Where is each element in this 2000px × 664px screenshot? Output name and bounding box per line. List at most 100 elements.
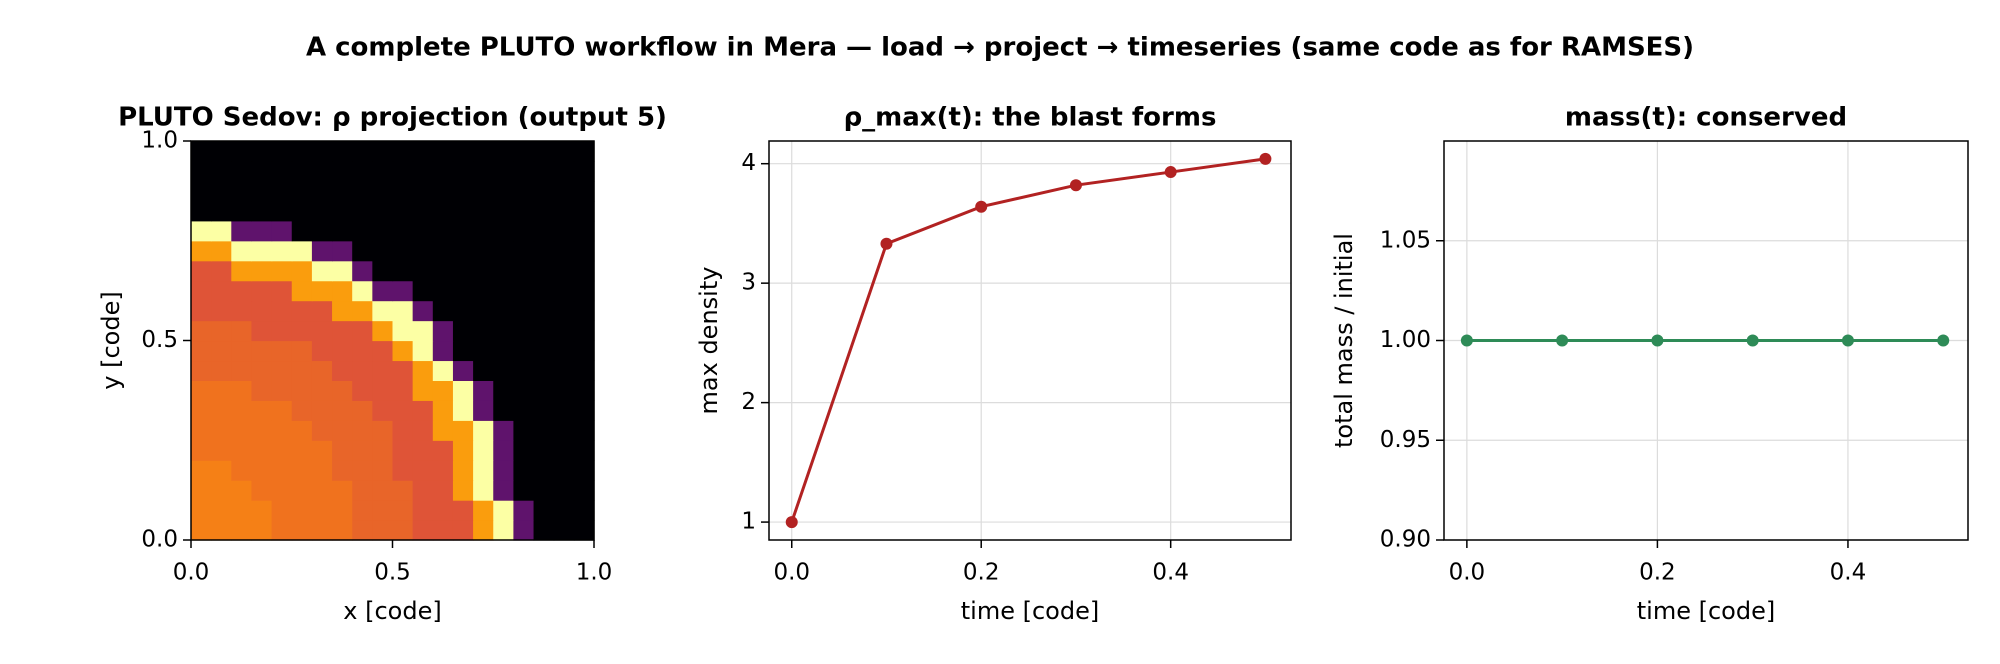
heatmap-cell <box>553 360 575 381</box>
heatmap-cell <box>271 220 293 242</box>
heatmap-cell <box>412 260 434 282</box>
heatmap-cell <box>251 260 273 282</box>
heatmap-cell <box>352 260 373 282</box>
heatmap-cell <box>372 420 394 441</box>
heatmap-cell <box>392 520 414 541</box>
heatmap-cell <box>533 480 555 501</box>
heatmap-cell <box>311 340 333 362</box>
heatmap-cell <box>553 420 575 441</box>
heatmap-cell <box>553 440 575 461</box>
data-point <box>1069 179 1082 192</box>
heatmap-cell <box>392 200 414 222</box>
heatmap-cell <box>291 300 313 322</box>
heatmap-cell <box>392 340 414 362</box>
heatmap-cell <box>372 220 394 242</box>
x-axis-label: time [code] <box>961 597 1099 625</box>
heatmap-cell <box>432 360 454 381</box>
heatmap-cell <box>573 141 595 162</box>
heatmap-cell <box>352 400 373 421</box>
heatmap-cell <box>392 420 414 441</box>
heatmap-cell <box>412 480 434 501</box>
heatmap-cell <box>452 141 474 162</box>
heatmap-cell <box>291 160 313 182</box>
heatmap-cell <box>311 260 333 282</box>
heatmap-cell <box>432 420 454 441</box>
heatmap-cell <box>493 240 514 262</box>
heatmap-cell <box>533 320 555 342</box>
heatmap-cell <box>392 400 414 421</box>
heatmap-cell <box>372 360 394 381</box>
heatmap-cell <box>473 380 494 401</box>
heatmap-cell <box>372 380 394 401</box>
heatmap-cell <box>392 141 414 162</box>
heatmap-cell <box>553 200 575 222</box>
heatmap-cell <box>291 220 313 242</box>
heatmap-cell <box>493 260 514 282</box>
heatmap-cell <box>432 480 454 501</box>
y-tick-label: 1.0 <box>141 128 178 154</box>
heatmap-cell <box>191 300 212 322</box>
heatmap-cell <box>332 280 353 302</box>
data-point <box>880 237 893 250</box>
heatmap-cell <box>332 440 353 461</box>
heatmap-cell <box>231 260 253 282</box>
heatmap-cell <box>332 220 353 242</box>
heatmap-cell <box>271 480 293 501</box>
heatmap-cell <box>291 460 313 481</box>
heatmap-cell <box>513 480 535 501</box>
heatmap-cell <box>553 520 575 541</box>
heatmap-cell <box>191 360 212 381</box>
heatmap-cell <box>191 480 212 501</box>
heatmap-cell <box>412 141 434 162</box>
heatmap-cell <box>533 200 555 222</box>
heatmap-cell <box>251 160 273 182</box>
heatmap-cell <box>473 160 494 182</box>
heatmap-cell <box>452 320 474 342</box>
heatmap-cell <box>251 420 273 441</box>
axes-frame <box>768 140 1292 541</box>
heatmap-cell <box>533 400 555 421</box>
heatmap-cell <box>211 460 232 481</box>
heatmap-cell <box>412 200 434 222</box>
heatmap-cell <box>251 380 273 401</box>
panel: PLUTO Sedov: ρ projection (output 5) x [c… <box>97 103 667 626</box>
heatmap-cell <box>392 360 414 381</box>
heatmap-cell <box>573 320 595 342</box>
heatmap-cell <box>332 340 353 362</box>
heatmap-cell <box>311 480 333 501</box>
heatmap-cell <box>332 380 353 401</box>
heatmap-cell <box>493 420 514 441</box>
heatmap-cell <box>191 440 212 461</box>
heatmap-cell <box>553 400 575 421</box>
heatmap-cell <box>392 440 414 461</box>
heatmap-cell <box>271 360 293 381</box>
heatmap-cell <box>332 300 353 322</box>
heatmap-cell <box>291 440 313 461</box>
heatmap-cell <box>251 240 273 262</box>
heatmap-cell <box>573 480 595 501</box>
heatmap-cell <box>553 480 575 501</box>
heatmap-cell <box>493 460 514 481</box>
heatmap-cell <box>311 380 333 401</box>
heatmap-cell <box>211 380 232 401</box>
heatmap-cell <box>412 460 434 481</box>
heatmap-cell <box>533 440 555 461</box>
data-point <box>1937 334 1950 347</box>
axes-frame <box>1443 140 1969 541</box>
heatmap-cell <box>291 180 313 202</box>
heatmap-cell <box>553 320 575 342</box>
heatmap-cell <box>251 141 273 162</box>
heatmap-cell <box>251 280 273 302</box>
heatmap-cell <box>473 240 494 262</box>
heatmap-cell <box>352 300 373 322</box>
heatmap-cell <box>452 440 474 461</box>
axes-frame <box>190 140 595 541</box>
heatmap-cell <box>191 500 212 521</box>
heatmap-cell <box>211 160 232 182</box>
heatmap-cell <box>231 200 253 222</box>
heatmap-cell <box>533 420 555 441</box>
heatmap-cell <box>432 280 454 302</box>
heatmap-cell <box>573 200 595 222</box>
heatmap-cell <box>231 280 253 302</box>
heatmap-cell <box>191 260 212 282</box>
